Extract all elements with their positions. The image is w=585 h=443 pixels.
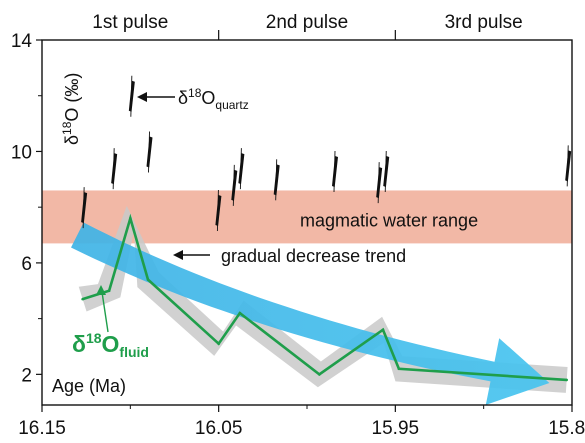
- quartz-point: [111, 153, 118, 185]
- fluid-annotation-arrow: [101, 291, 109, 333]
- quartz-error-bar: [148, 131, 150, 173]
- quartz-point: [273, 164, 280, 196]
- quartz-point: [376, 167, 383, 199]
- magmatic-water-range-label: magmatic water range: [300, 211, 478, 231]
- x-tick-label: 16.05: [195, 418, 243, 439]
- quartz-error-bar: [333, 150, 336, 192]
- fluid-point: [146, 278, 150, 281]
- quartz-point: [383, 155, 390, 187]
- y-tick-label: 6: [21, 254, 32, 275]
- y-tick-label: 10: [11, 142, 32, 163]
- x-axis-label: Age (Ma): [52, 376, 126, 396]
- fluid-point: [397, 367, 401, 371]
- fluid-annotation-arrowhead: [96, 285, 106, 295]
- quartz-annotation-arrowhead: [137, 92, 147, 102]
- quartz-error-bar: [275, 159, 278, 201]
- y-tick-label: 2: [21, 365, 32, 386]
- pulse-label: 2nd pulse: [266, 12, 348, 33]
- quartz-error-bar: [384, 150, 387, 192]
- quartz-error-bar: [216, 189, 219, 231]
- trend-arrow: [71, 222, 550, 405]
- quartz-error-bar: [82, 187, 85, 229]
- fluid-series-line: [82, 213, 567, 382]
- fluid-point: [565, 378, 568, 382]
- y-axis-label: δ18O (‰): [60, 73, 82, 145]
- fluid-point: [129, 217, 132, 220]
- quartz-point: [81, 192, 88, 224]
- quartz-error-bar: [232, 164, 235, 206]
- x-tick-label: 15.95: [372, 418, 420, 439]
- trend-annotation-arrowhead: [173, 250, 183, 260]
- quartz-point: [238, 153, 245, 185]
- pulse-label: 3rd pulse: [445, 12, 523, 33]
- quartz-point: [565, 150, 572, 182]
- fluid-point: [217, 342, 220, 346]
- fluid-point: [381, 328, 385, 332]
- quartz-error-bar: [130, 75, 133, 117]
- fluid-point: [107, 289, 111, 293]
- quartz-series-label: δ18Oquartz: [178, 86, 249, 112]
- fluid-series-label: δ18Ofluid: [72, 330, 149, 360]
- quartz-error-bar: [239, 148, 242, 190]
- quartz-error-bar: [566, 145, 569, 187]
- quartz-point: [231, 169, 238, 201]
- quartz-error-bar: [377, 162, 380, 204]
- quartz-point: [146, 136, 153, 168]
- trend-label: gradual decrease trend: [221, 246, 406, 266]
- pulse-label: 1st pulse: [92, 12, 168, 33]
- fluid-point: [81, 297, 84, 301]
- fluid-point: [318, 373, 321, 376]
- x-tick-label: 16.15: [18, 418, 66, 439]
- quartz-error-bar: [112, 148, 115, 190]
- quartz-point: [332, 155, 338, 187]
- fluid-point: [238, 311, 242, 315]
- quartz-point: [215, 194, 222, 226]
- quartz-point: [128, 80, 135, 112]
- x-tick-label: 15.85: [548, 418, 585, 439]
- y-tick-label: 14: [11, 31, 33, 52]
